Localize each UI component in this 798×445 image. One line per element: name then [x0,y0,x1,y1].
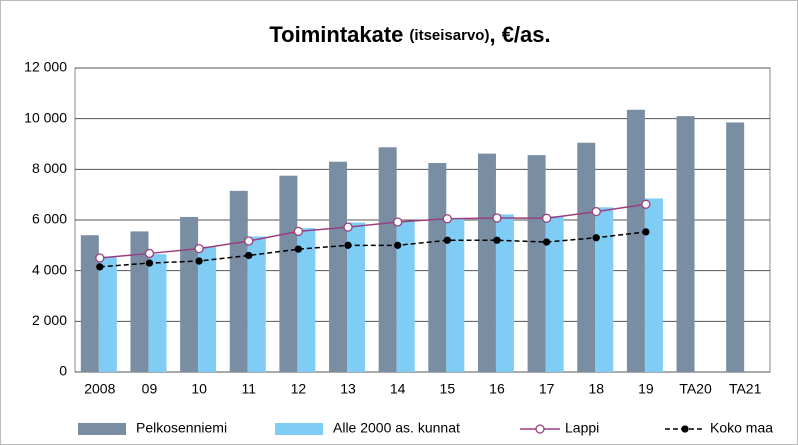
point [194,243,204,254]
x-tick-label: 14 [390,381,406,397]
x-tick-label: 13 [340,381,356,397]
legend-marker [535,424,545,434]
y-tick-label: 2 000 [32,312,67,328]
bar [130,231,149,372]
bar [676,116,695,372]
bar [378,147,397,372]
legend-marker [681,425,689,433]
x-tick-label: 10 [191,381,207,397]
y-tick-label: 12 000 [24,59,67,75]
point [542,238,551,246]
bar [347,222,366,372]
point [96,263,104,271]
bar [329,161,348,372]
bar [428,163,447,372]
bar [446,218,465,372]
bar [80,235,99,372]
y-tick-label: 0 [59,363,67,379]
bar [297,228,316,372]
y-tick-label: 10 000 [24,109,67,125]
point [442,214,452,224]
line [99,231,646,268]
x-tick-label: 16 [489,381,505,397]
bar [98,256,117,372]
bar [495,214,514,372]
bar [180,216,199,372]
y-tick-label: 4 000 [32,261,67,277]
x-tick-label: 12 [291,381,307,397]
y-tick-label: 6 000 [32,211,67,227]
point [294,245,303,253]
legend-label: Lappi [565,420,599,436]
x-tick-label: 18 [588,381,604,397]
y-tick-label: 8 000 [32,160,67,176]
bar [527,155,546,372]
legend-label: Pelkosenniemi [136,420,227,436]
title-end: , €/as. [489,22,550,47]
bar [247,236,266,372]
bar [545,216,564,372]
bar [726,122,745,372]
bar [198,246,217,372]
point [393,217,403,227]
bar [577,142,596,372]
point [642,228,650,236]
title-sub: (itseisarvo) [409,27,489,44]
bar [626,109,645,373]
point [591,206,601,217]
point [245,251,253,260]
x-tick-label: 17 [539,381,555,397]
point [244,236,254,246]
point [394,241,402,249]
bar [595,207,614,372]
legend-label: Alle 2000 as. kunnat [333,420,460,436]
x-tick-label: 15 [440,381,456,397]
point [443,236,451,244]
legend-label: Koko maa [710,420,773,436]
x-tick-label: 09 [142,381,158,397]
chart-title: Toimintakate (itseisarvo), €/as. [269,22,550,47]
point [144,248,155,259]
point [95,253,105,263]
legend-swatch [275,423,323,435]
point [145,259,154,267]
point [293,226,304,237]
x-tick-label: 11 [241,381,256,397]
point [195,257,203,265]
bar [148,254,167,372]
point [493,236,501,244]
bar [279,175,298,372]
x-tick-label: TA21 [729,381,762,397]
x-tick-label: 19 [638,381,654,397]
title-main: Toimintakate [269,22,403,47]
bar [477,153,496,372]
point [492,213,502,223]
point [344,241,352,249]
x-tick-label: 2008 [84,381,115,397]
legend-swatch [78,423,126,435]
bar [229,190,248,372]
bar [396,221,415,372]
point [541,213,552,223]
x-tick-label: TA20 [679,381,712,397]
point [343,222,353,232]
bar [644,198,663,372]
point [592,234,600,242]
point [641,199,651,209]
line [99,203,647,259]
